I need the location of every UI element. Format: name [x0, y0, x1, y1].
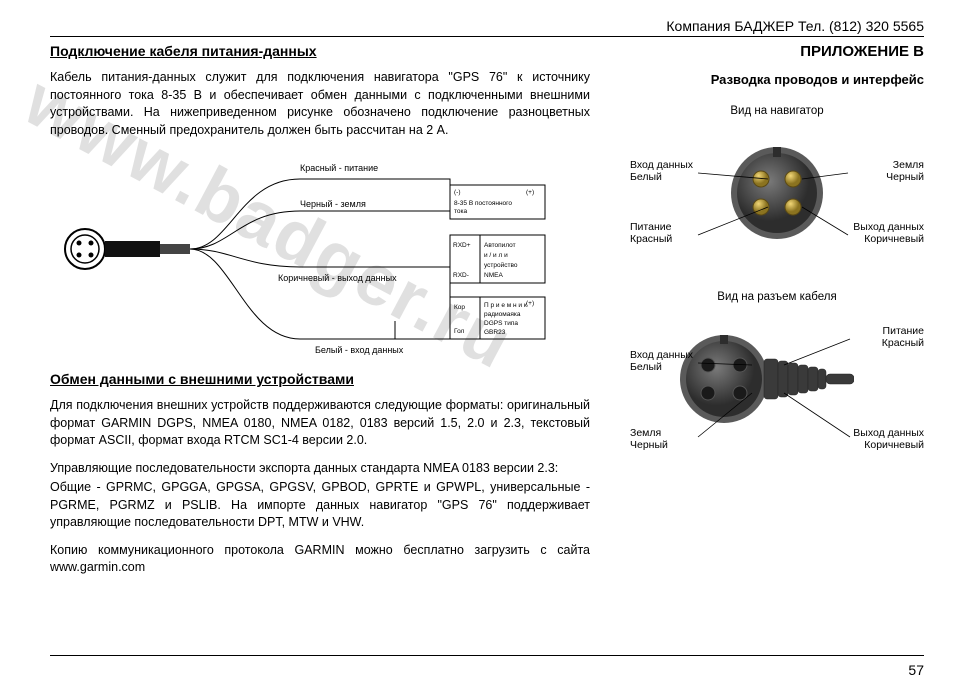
wire-label-red: Красный - питание: [300, 163, 378, 173]
svg-text:GBR23: GBR23: [484, 329, 506, 336]
appendix-title: ПРИЛОЖЕНИЕ В: [630, 43, 924, 60]
wire-label-black: Черный - земля: [300, 199, 366, 209]
view-cable-title: Вид на разъем кабеля: [630, 291, 924, 303]
pin-label-ground: ЗемляЧерный: [886, 159, 924, 183]
svg-text:8-35 В постоянного: 8-35 В постоянного: [454, 200, 512, 207]
cable-pin-label-power: ПитаниеКрасный: [882, 325, 924, 349]
svg-text:Автопилот: Автопилот: [484, 242, 516, 249]
pin-label-data-out: Выход данныхКоричневый: [853, 221, 924, 245]
svg-text:RXD+: RXD+: [453, 242, 471, 249]
svg-text:тока: тока: [454, 208, 468, 215]
svg-text:и / и л и: и / и л и: [484, 252, 508, 259]
cable-pin-label-ground: ЗемляЧерный: [630, 427, 668, 451]
pin-label-power: ПитаниеКрасный: [630, 221, 672, 245]
svg-text:П р и е м н и к: П р и е м н и к: [484, 302, 527, 309]
left-column: Подключение кабеля питания-данных Кабель…: [50, 43, 590, 587]
right-column: ПРИЛОЖЕНИЕ В Разводка проводов и интерфе…: [630, 43, 924, 587]
svg-text:устройство: устройство: [484, 261, 518, 269]
connector-plug-icon: [65, 229, 190, 269]
pinout-cable: Вход данныхБелый ЗемляЧерный ПитаниеКрас…: [630, 309, 924, 469]
pin-label-data-in: Вход данныхБелый: [630, 159, 693, 183]
svg-text:(+): (+): [526, 300, 534, 307]
para-nmea-head: Управляющие последовательности экспорта …: [50, 460, 590, 478]
svg-text:DGPS типа: DGPS типа: [484, 320, 518, 327]
pinout-subtitle: Разводка проводов и интерфейс: [630, 72, 924, 87]
wire-label-white: Белый - вход данных: [315, 345, 404, 355]
svg-text:Гол: Гол: [454, 328, 465, 335]
section-title-exchange: Обмен данными с внешними устройствами: [50, 371, 590, 387]
svg-text:радиомаяка: радиомаяка: [484, 311, 521, 318]
svg-text:NMEA: NMEA: [484, 272, 503, 279]
cable-pin-label-data-out: Выход данныхКоричневый: [853, 427, 924, 451]
pinout-navigator: Вход данныхБелый ПитаниеКрасный ЗемляЧер…: [630, 123, 924, 273]
svg-text:(+): (+): [526, 189, 534, 196]
svg-text:(-): (-): [454, 189, 461, 196]
cable-pin-label-data-in: Вход данныхБелый: [630, 349, 693, 373]
view-navigator-title: Вид на навигатор: [630, 105, 924, 117]
page-number: 57: [908, 662, 924, 678]
para-nmea-body: Общие - GPRMC, GPGGA, GPGSA, GPGSV, GPBO…: [50, 479, 590, 532]
page-header: Компания БАДЖЕР Тел. (812) 320 5565: [50, 18, 924, 37]
section-title-cable: Подключение кабеля питания-данных: [50, 43, 590, 59]
para-cable: Кабель питания-данных служит для подключ…: [50, 69, 590, 139]
svg-text:RXD-: RXD-: [453, 272, 469, 279]
wire-label-brown: Коричневый - выход данных: [278, 273, 397, 283]
para-garmin: Копию коммуникационного протокола GARMIN…: [50, 542, 590, 577]
wiring-diagram: Красный - питание Черный - земля Коричне…: [50, 149, 590, 359]
para-formats: Для подключения внешних устройств поддер…: [50, 397, 590, 450]
svg-text:Кор: Кор: [454, 304, 465, 311]
footer-rule: [50, 655, 924, 656]
